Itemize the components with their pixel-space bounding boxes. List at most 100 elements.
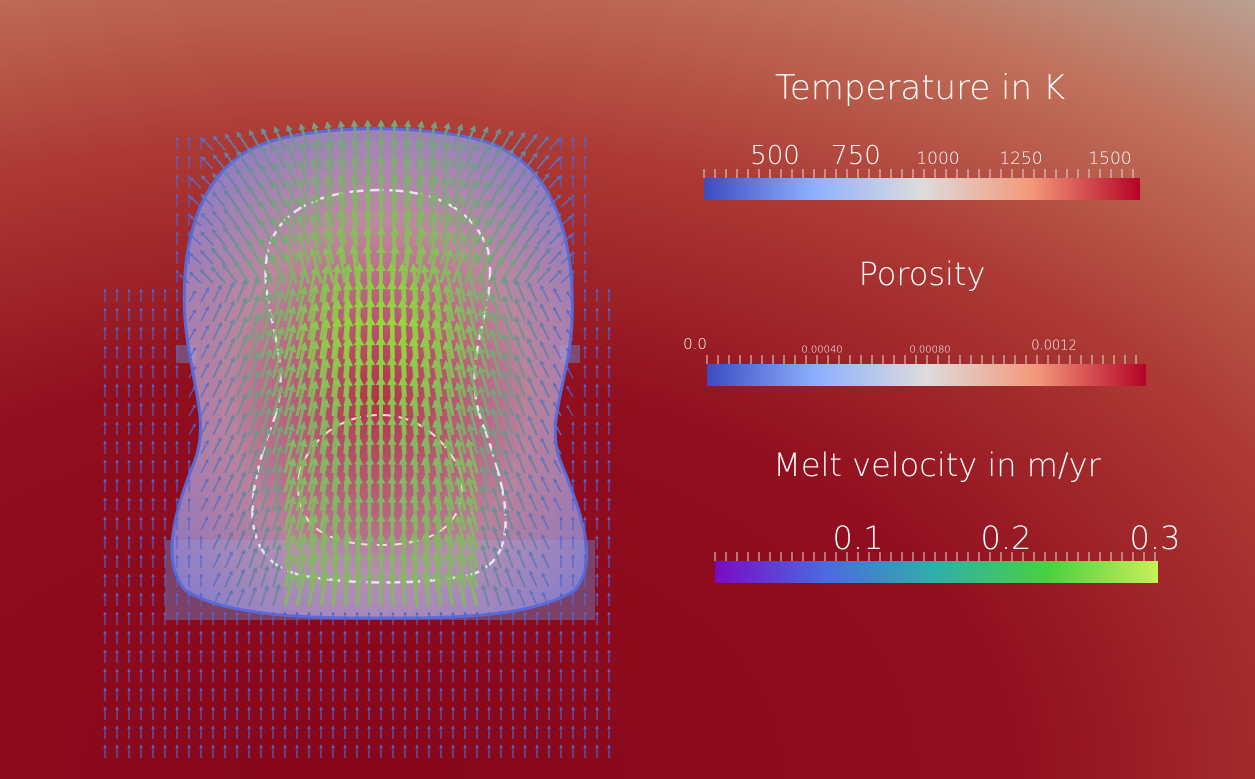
arrow-shaft: [307, 387, 317, 417]
arrow-head: [408, 336, 419, 347]
arrow-shaft: [283, 578, 294, 607]
arrow-shaft: [518, 553, 526, 569]
arrow-head: [583, 630, 587, 634]
arrow-head: [335, 227, 346, 237]
arrow-head: [187, 668, 191, 672]
arrow-head: [298, 401, 308, 411]
arrow-shaft: [226, 136, 238, 151]
arrow-head: [187, 535, 191, 539]
arrow-head: [337, 138, 346, 146]
arrow-head: [287, 287, 296, 297]
arrow-shaft: [423, 559, 431, 588]
arrow-shaft: [248, 532, 257, 550]
arrow-shaft: [307, 521, 316, 550]
arrow-shaft: [224, 323, 234, 341]
tick-label: 0.3: [1130, 519, 1181, 557]
arrow-head: [523, 611, 527, 615]
arrow-head: [151, 459, 155, 463]
arrow-head: [420, 263, 430, 274]
arrow-head: [496, 237, 504, 246]
arrow-head: [295, 706, 299, 710]
arrow-shaft: [518, 533, 526, 550]
arrow-shaft: [271, 296, 282, 322]
arrow-head: [431, 264, 441, 275]
arrow-head: [287, 323, 297, 333]
arrow-head: [583, 725, 587, 729]
arrow-head: [264, 426, 272, 435]
arrow-shaft: [434, 483, 443, 512]
arrow-shaft: [446, 445, 455, 474]
arrow-shaft: [307, 310, 317, 341]
arrow-head: [427, 611, 431, 615]
arrow-head: [332, 494, 341, 504]
arrow-shaft: [524, 230, 537, 246]
arrow-shaft: [468, 579, 479, 607]
arrow-shaft: [188, 387, 195, 398]
arrow-head: [189, 233, 194, 239]
arrow-head: [607, 440, 611, 444]
arrow-shaft: [200, 461, 208, 474]
arrow-head: [264, 328, 273, 337]
arrow-shaft: [235, 339, 246, 360]
arrow-head: [175, 364, 179, 368]
arrow-head: [489, 328, 497, 338]
arrow-head: [163, 554, 167, 558]
arrow-head: [583, 212, 587, 216]
arrow-shaft: [401, 578, 407, 607]
arrow-shaft: [312, 219, 323, 246]
arrow-head: [335, 245, 346, 255]
arrow-head: [365, 436, 375, 445]
arrow-head: [263, 565, 270, 572]
arrow-head: [583, 231, 587, 235]
arrow-shaft: [518, 572, 526, 588]
arrow-shaft: [423, 502, 431, 531]
arrow-head: [607, 421, 611, 425]
arrow-head: [127, 687, 131, 691]
arrow-head: [443, 494, 453, 504]
arrow-head: [287, 457, 297, 467]
arrow-shaft: [261, 206, 275, 227]
arrow-shaft: [295, 275, 305, 303]
arrow-head: [432, 494, 441, 504]
arrow-shaft: [319, 367, 328, 398]
arrow-shaft: [530, 535, 538, 550]
arrow-shaft: [224, 419, 233, 436]
arrow-shaft: [295, 464, 305, 493]
arrow-shaft: [487, 169, 500, 189]
arrow-head: [566, 404, 570, 409]
arrow-head: [607, 402, 611, 406]
arrow-head: [559, 687, 563, 691]
arrow-head: [553, 420, 558, 426]
arrow-shaft: [235, 302, 246, 322]
arrow-shaft: [331, 464, 339, 493]
arrow-head: [528, 473, 534, 480]
arrow-head: [443, 570, 453, 580]
arrow-shaft: [271, 314, 282, 341]
arrow-shaft: [516, 302, 527, 322]
arrow-shaft: [494, 531, 503, 550]
arrow-shaft: [283, 445, 294, 474]
arrow-head: [127, 383, 131, 387]
arrow-head: [517, 588, 522, 594]
arrow-head: [454, 438, 464, 448]
arrow-shaft: [223, 341, 234, 360]
arrow-head: [251, 586, 258, 593]
arrow-head: [287, 438, 297, 448]
arrow-head: [567, 196, 573, 201]
arrow-head: [223, 706, 227, 710]
arrow-shaft: [492, 413, 503, 436]
arrow-head: [241, 278, 248, 286]
arrow-head: [342, 262, 353, 273]
arrow-head: [223, 611, 227, 615]
arrow-head: [499, 649, 503, 653]
arrow-shaft: [339, 181, 347, 208]
arrow-head: [556, 250, 562, 256]
arrow-head: [163, 288, 167, 292]
arrow-head: [127, 307, 131, 311]
arrow-shaft: [325, 200, 335, 227]
arrow-head: [192, 290, 196, 295]
arrow-head: [200, 175, 206, 180]
arrow-shaft: [548, 215, 559, 227]
arrow-head: [595, 288, 599, 292]
tick-label: 1000: [916, 149, 959, 169]
